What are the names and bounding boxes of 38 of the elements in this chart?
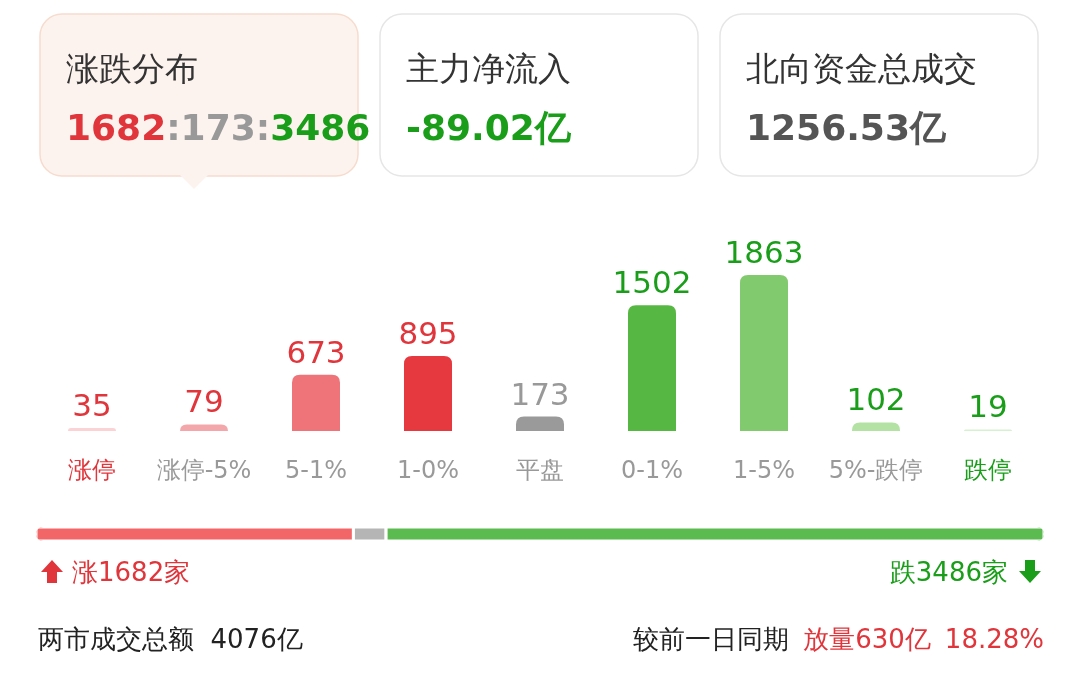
bar — [740, 275, 788, 431]
text: 跌3486家 — [889, 557, 1008, 587]
bar — [852, 422, 900, 431]
bar — [180, 424, 228, 431]
data-label: 35 — [72, 387, 112, 424]
x-tick-label: 1-5% — [732, 456, 796, 484]
text: 1256.53亿 — [746, 107, 947, 148]
bar — [404, 356, 452, 431]
x-tick-label: 跌停 — [964, 456, 1012, 484]
text: 涨1682家 — [72, 557, 191, 587]
text: 放量630亿 — [803, 624, 931, 654]
x-tick-label: 0-1% — [620, 456, 684, 484]
data-label: 173 — [510, 375, 570, 412]
x-tick-label: 1-0% — [396, 456, 460, 484]
text: 北向资金总成交 — [746, 49, 977, 88]
text: 18.28% — [944, 624, 1044, 654]
text: 1682:173:3486 — [66, 107, 371, 148]
x-tick-label: 涨停 — [68, 456, 116, 484]
x-tick-label: 涨停-5% — [156, 456, 252, 484]
bar — [628, 305, 676, 431]
x-tick-label: 平盘 — [516, 456, 564, 484]
bar — [516, 416, 564, 431]
bar — [68, 428, 116, 431]
data-label: 673 — [286, 333, 346, 370]
text: 涨跌分布 — [66, 49, 198, 88]
text: 两市成交总额 4076亿 — [38, 624, 303, 654]
text: 较前一日同期 — [633, 624, 790, 654]
text: -89.02亿 — [406, 107, 572, 148]
x-tick-label: 5-1% — [284, 456, 348, 484]
data-label: 1502 — [612, 264, 692, 301]
x-tick-label: 5%-跌停 — [828, 456, 924, 484]
data-label: 19 — [968, 388, 1008, 425]
text: 主力净流入 — [406, 49, 571, 88]
data-label: 102 — [846, 381, 906, 418]
data-label: 79 — [184, 383, 224, 420]
data-label: 1863 — [724, 234, 804, 270]
data-label: 895 — [398, 315, 458, 352]
bar — [292, 374, 340, 431]
